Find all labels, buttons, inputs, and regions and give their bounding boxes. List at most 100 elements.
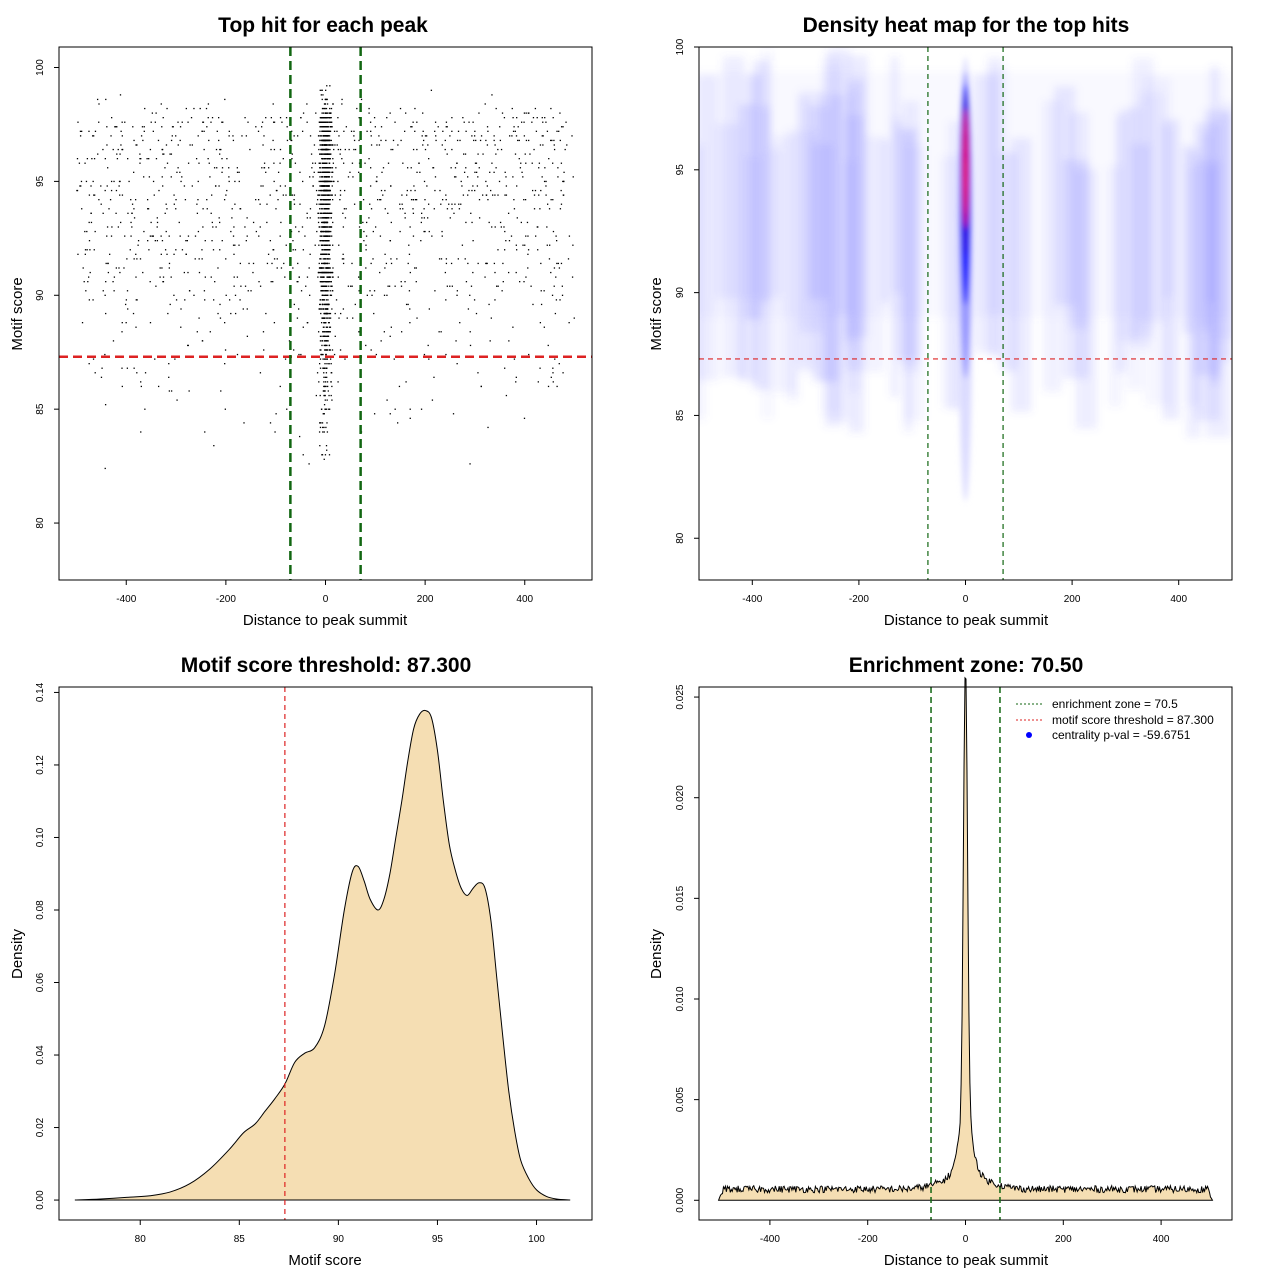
- y-tick-label: 85: [35, 403, 46, 415]
- data-point: [553, 267, 556, 269]
- data-point: [405, 381, 407, 383]
- data-point: [341, 158, 343, 160]
- data-point: [451, 148, 453, 151]
- data-point: [149, 235, 152, 237]
- heatmap-reference-lines: [699, 47, 1232, 580]
- data-point: [556, 130, 558, 132]
- data-point: [285, 194, 287, 196]
- data-point: [571, 276, 574, 278]
- data-point: [279, 162, 281, 164]
- data-point: [319, 276, 322, 278]
- data-point: [470, 212, 472, 214]
- data-point: [516, 217, 518, 219]
- data-point: [363, 230, 365, 233]
- data-point: [324, 162, 327, 164]
- data-point: [263, 162, 266, 164]
- data-point: [159, 276, 161, 278]
- data-point: [328, 317, 331, 319]
- data-point: [319, 303, 321, 306]
- data-point: [216, 130, 218, 132]
- data-point: [322, 189, 324, 192]
- data-point: [326, 103, 329, 105]
- data-point: [508, 240, 511, 242]
- data-point: [214, 281, 216, 283]
- scatter-y-label: Motif score: [9, 277, 26, 350]
- data-point: [320, 281, 322, 283]
- data-point: [121, 322, 123, 324]
- data-point: [100, 185, 102, 187]
- data-point: [133, 367, 135, 369]
- data-point: [532, 117, 535, 119]
- data-point: [189, 144, 191, 146]
- data-point: [321, 98, 323, 101]
- data-point: [399, 208, 401, 210]
- data-point: [322, 112, 325, 114]
- data-point: [178, 221, 180, 224]
- data-point: [320, 148, 323, 151]
- data-point: [553, 144, 555, 146]
- data-point: [236, 167, 239, 169]
- data-point: [558, 130, 560, 132]
- data-point: [524, 153, 526, 155]
- data-point: [330, 212, 332, 214]
- data-point: [462, 117, 464, 119]
- data-point: [337, 381, 339, 383]
- data-point: [328, 139, 330, 142]
- data-point: [456, 294, 458, 296]
- data-point: [177, 121, 179, 123]
- data-point: [505, 185, 508, 187]
- data-point: [169, 303, 171, 306]
- data-point: [384, 189, 386, 192]
- data-point: [191, 185, 193, 187]
- data-point: [322, 240, 324, 242]
- data-point: [324, 253, 326, 255]
- data-point: [329, 317, 332, 319]
- data-point: [329, 180, 331, 183]
- data-point: [326, 381, 329, 383]
- data-point: [318, 244, 320, 246]
- data-point: [378, 135, 380, 137]
- data-point: [366, 130, 368, 132]
- data-point: [319, 258, 321, 260]
- data-point: [275, 413, 277, 415]
- data-point: [449, 217, 451, 219]
- data-point: [401, 194, 403, 196]
- data-point: [511, 107, 513, 110]
- data-point: [161, 126, 163, 128]
- data-point: [532, 303, 534, 306]
- data-point: [319, 394, 321, 397]
- data-point: [328, 153, 330, 155]
- data-point: [504, 230, 506, 233]
- data-point: [330, 107, 333, 110]
- data-point: [523, 199, 525, 201]
- data-point: [477, 153, 479, 155]
- data-point: [263, 349, 265, 351]
- data-point: [362, 221, 364, 224]
- data-point: [284, 358, 287, 360]
- data-point: [566, 144, 568, 146]
- data-point: [494, 271, 496, 274]
- data-point: [527, 235, 529, 237]
- data-point: [273, 322, 276, 324]
- data-point: [523, 135, 526, 137]
- data-point: [329, 130, 332, 132]
- data-point: [100, 203, 102, 205]
- data-point: [203, 130, 205, 132]
- data-point: [323, 226, 326, 228]
- data-point: [326, 349, 328, 351]
- data-point: [534, 107, 537, 110]
- data-point: [446, 208, 449, 210]
- data-point: [404, 217, 406, 219]
- data-point: [414, 267, 416, 269]
- data-point: [330, 180, 333, 183]
- data-point: [389, 240, 392, 242]
- data-point: [332, 180, 334, 183]
- data-point: [474, 171, 476, 173]
- data-point: [505, 240, 507, 242]
- data-point: [434, 189, 436, 192]
- data-point: [505, 194, 508, 196]
- data-point: [293, 199, 295, 201]
- data-point: [293, 303, 295, 306]
- data-point: [471, 189, 473, 192]
- data-point: [354, 148, 357, 151]
